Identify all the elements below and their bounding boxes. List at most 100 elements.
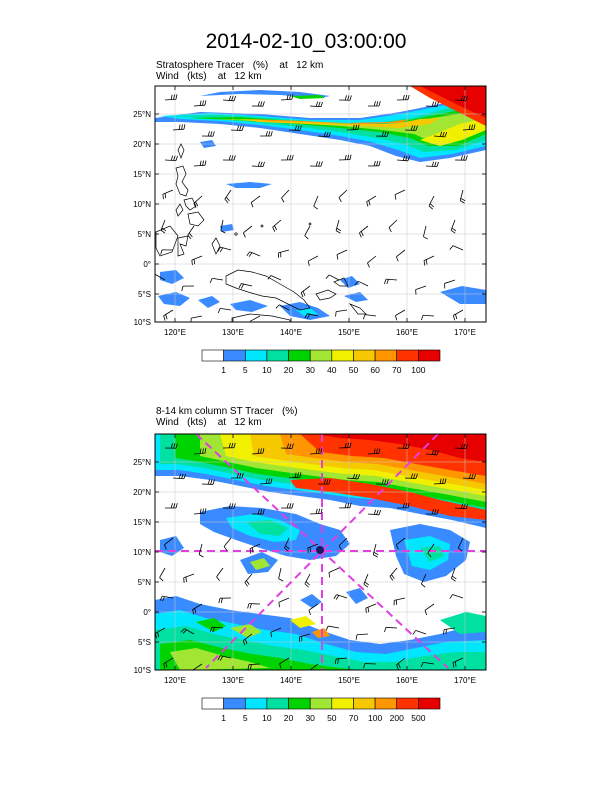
wind-barb-feather [413, 125, 416, 131]
wind-barb [458, 537, 464, 549]
wind-barb-feather [257, 101, 260, 107]
wind-barb-feather [289, 154, 292, 161]
wind-barb [162, 595, 174, 599]
lon-tick-label: 120°E [164, 676, 186, 685]
wind-barb-feather [373, 554, 378, 558]
colorbar-swatch [353, 697, 376, 710]
wind-barb-feather [289, 503, 292, 509]
wind-barb-feather [233, 95, 236, 101]
wind-barb-feather [239, 473, 242, 479]
wind-barb-feather [238, 283, 242, 289]
wind-barb-feather [436, 161, 439, 167]
wind-barb-feather [378, 448, 381, 454]
wind-barb-feather [368, 200, 371, 206]
panel2-wind-level: at 12 km [217, 417, 262, 428]
panel2-wind-barbs [155, 442, 477, 670]
wind-barb-feather [165, 314, 168, 320]
wind-barb-feather [376, 101, 379, 107]
wind-barb-feather [449, 594, 453, 599]
wind-barb-feather [425, 259, 428, 265]
wind-barb-feather [386, 131, 389, 137]
wind-barb-feather [443, 629, 445, 635]
wind-barb-feather [178, 124, 181, 130]
wind-barb [222, 99, 234, 102]
wind-barb [309, 452, 322, 455]
wind-barb [365, 314, 377, 317]
wind-barb [300, 285, 311, 293]
wind-barb [425, 453, 437, 456]
wind-barb [367, 255, 377, 264]
wind-barb [365, 603, 377, 609]
colorbar-label: 20 [284, 713, 294, 723]
wind-barb-feather [363, 583, 369, 588]
wind-barb-feather [265, 131, 268, 137]
wind-barb [329, 274, 340, 281]
panel2-colorbar: 1 5 10 20 30 50 70 100 200 500 [201, 697, 441, 723]
wind-barb-feather [212, 131, 215, 137]
wind-barb [462, 128, 475, 131]
wind-barb-feather [367, 262, 370, 268]
wind-barb [425, 105, 438, 107]
wind-barb-feather [460, 197, 466, 202]
wind-barb [336, 657, 348, 660]
wind-barb-feather [173, 443, 176, 449]
lon-tick-label: 130°E [222, 328, 244, 337]
wind-barb [278, 249, 290, 254]
wind-barb-feather [413, 473, 416, 479]
wind-barb-feather [376, 448, 378, 454]
wind-barb [459, 189, 464, 201]
wind-barb [280, 98, 293, 101]
wind-barb-feather [246, 580, 250, 585]
panel1-axes: 25°N 20°N 15°N 10°N 5°N 0° 5°S 10°S 120°E 130°E 14… [133, 86, 486, 337]
wind-barb [191, 255, 203, 261]
wind-barb [415, 630, 427, 635]
wind-barb-feather [349, 154, 352, 160]
wind-barb-feather [373, 160, 376, 166]
wind-barb-feather [338, 197, 342, 203]
wind-barb-feather [175, 155, 178, 161]
wind-barb-feather [473, 124, 476, 130]
wind-barb-feather [243, 232, 246, 238]
lon-tick-label: 140°E [280, 676, 302, 685]
wind-barb-feather [165, 662, 168, 668]
colorbar-label: 20 [284, 365, 294, 375]
lat-tick-label: 15°N [133, 170, 151, 179]
wind-barb-feather [202, 508, 204, 514]
lon-tick-label: 150°E [338, 676, 360, 685]
lon-tick-label: 130°E [222, 676, 244, 685]
wind-barb [164, 98, 177, 101]
wind-barb-feather [202, 448, 204, 454]
wind-barb-feather [306, 314, 310, 319]
wind-barb-feather [320, 448, 323, 454]
wind-barb-feather [304, 313, 308, 319]
wind-barb-feather [328, 479, 331, 485]
wind-barb [415, 285, 427, 291]
wind-barb-feather [267, 275, 272, 280]
wind-barb-feather [465, 95, 468, 101]
wind-barb-feather [465, 155, 468, 161]
wind-barb-feather [366, 201, 369, 207]
colorbar-label: 1 [221, 365, 226, 375]
wind-barb-feather [451, 227, 457, 232]
wind-barb [184, 628, 195, 635]
wind-barb-feather [173, 94, 175, 100]
wind-barb [454, 99, 467, 102]
wind-barb [220, 246, 232, 251]
wind-barb [193, 195, 203, 204]
wind-barb-feather [307, 547, 309, 554]
panel2-field-name: 8-14 km column ST Tracer (%) [156, 406, 298, 417]
wind-barb [346, 477, 358, 480]
wind-barb [242, 633, 253, 641]
wind-barb [396, 537, 406, 546]
wind-barb [162, 189, 174, 195]
wind-barb [216, 567, 224, 578]
wind-barb-feather [251, 547, 254, 553]
lat-tick-label: 0° [143, 260, 151, 269]
wind-barb-feather [193, 259, 196, 265]
wind-barb [335, 219, 340, 231]
colorbar-label: 50 [327, 713, 337, 723]
wind-barb-feather [373, 448, 376, 454]
lat-tick-label: 5°N [138, 230, 152, 239]
wind-barb-feather [384, 131, 387, 137]
wind-barb-feather [191, 260, 193, 266]
